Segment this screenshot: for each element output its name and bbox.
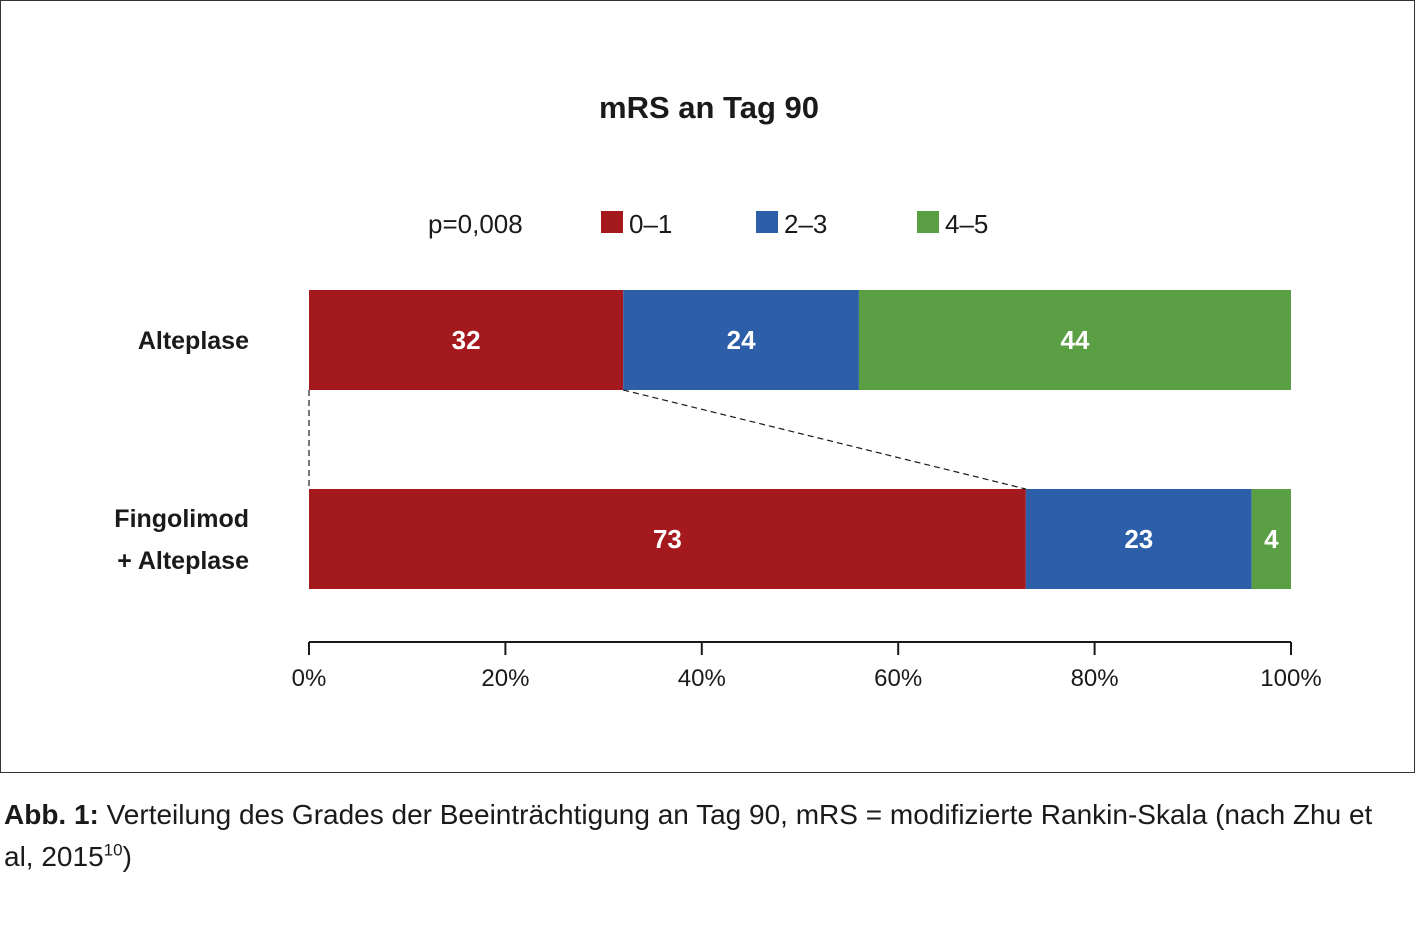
stacked-bar-chart: mRS an Tag 90 p=0,008 0–1 2–3 4–5 Alteplase Fi… — [114, 90, 1321, 692]
p-value-annotation: p=0,008 — [428, 209, 523, 239]
legend-label-1: 0–1 — [629, 209, 672, 239]
x-tick-label-4: 60% — [874, 665, 922, 692]
x-tick-label-1: 0% — [292, 665, 327, 692]
bar-value-label-1-3: 44 — [1060, 325, 1089, 355]
caption-tail: ) — [122, 841, 132, 872]
chart-title: mRS an Tag 90 — [599, 90, 819, 125]
legend-swatch-2 — [756, 211, 778, 233]
bar-value-label-1-2: 24 — [727, 325, 756, 355]
legend-swatch-3 — [917, 211, 939, 233]
caption-superscript: 10 — [103, 840, 123, 860]
x-tick-label-5: 80% — [1071, 665, 1119, 692]
legend-label-2: 2–3 — [784, 209, 827, 239]
bar-segment-1-2 — [623, 290, 859, 390]
bar-segment-2-1 — [309, 489, 1026, 589]
bar-value-label-2-3: 4 — [1264, 524, 1279, 554]
x-tick-label-3: 40% — [678, 665, 726, 692]
figure-caption: Abb. 1: Verteilung des Grades der Beeint… — [4, 794, 1404, 878]
connector-line-right — [623, 389, 1027, 490]
category-label-1: Alteplase — [138, 327, 249, 355]
legend-swatch-1 — [601, 211, 623, 233]
figure-frame: mRS an Tag 90 p=0,008 0–1 2–3 4–5 Alteplase Fi… — [0, 0, 1415, 773]
caption-lead: Abb. 1: — [4, 799, 99, 830]
category-label-2-line-2: + Alteplase — [117, 547, 249, 575]
bar-value-label-2-1: 73 — [653, 524, 682, 554]
x-tick-label-6: 100% — [1260, 665, 1321, 692]
caption-text: Verteilung des Grades der Beeinträchtigu… — [4, 799, 1373, 872]
bar-segment-1-1 — [309, 290, 624, 390]
bar-segment-1-3 — [858, 290, 1291, 390]
x-tick-label-2: 20% — [481, 665, 529, 692]
bar-value-label-1-1: 32 — [452, 325, 481, 355]
bar-segment-2-2 — [1025, 489, 1252, 589]
legend-label-3: 4–5 — [945, 209, 988, 239]
category-label-2-line-1: Fingolimod — [114, 505, 249, 533]
bar-segment-2-3 — [1251, 489, 1291, 589]
bar-value-label-2-2: 23 — [1124, 524, 1153, 554]
